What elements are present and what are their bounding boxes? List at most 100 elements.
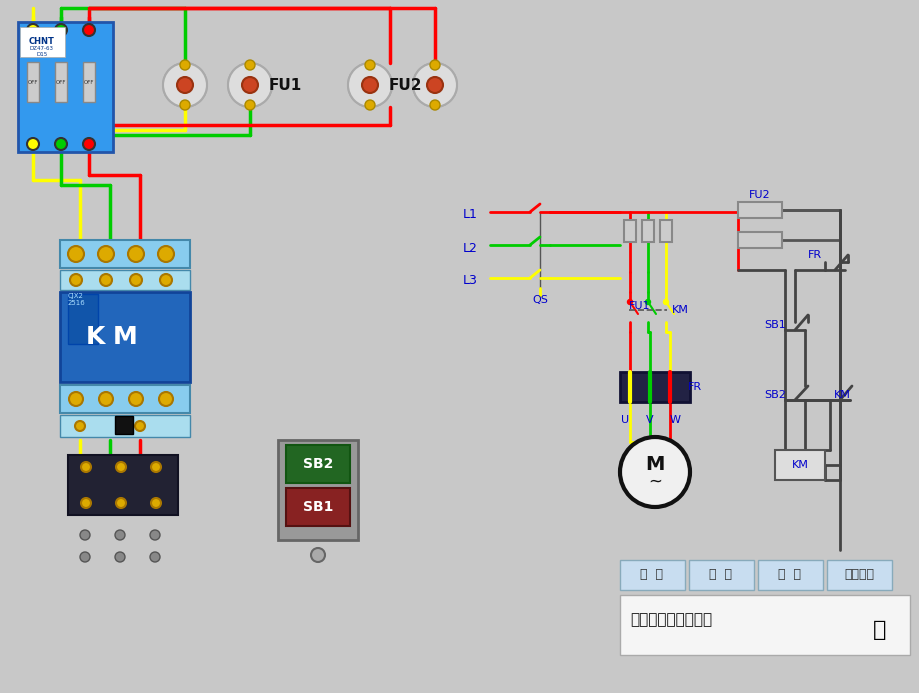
Circle shape: [158, 246, 174, 262]
Circle shape: [413, 63, 457, 107]
Circle shape: [80, 530, 90, 540]
Circle shape: [150, 552, 160, 562]
Text: KM: KM: [671, 305, 687, 315]
Circle shape: [98, 246, 114, 262]
Bar: [737, 202, 781, 218]
Circle shape: [100, 274, 112, 286]
Bar: [60, 270, 190, 290]
Text: KM: KM: [833, 390, 849, 400]
Circle shape: [27, 24, 39, 36]
Text: 👍: 👍: [872, 620, 886, 640]
Text: 打  开: 打 开: [640, 568, 663, 581]
Bar: [623, 220, 635, 242]
Circle shape: [135, 421, 145, 431]
Text: SB1: SB1: [764, 320, 785, 330]
Circle shape: [426, 77, 443, 93]
Circle shape: [55, 138, 67, 150]
Bar: [83, 62, 95, 102]
Text: L3: L3: [462, 274, 478, 288]
Text: OFF: OFF: [28, 80, 39, 85]
Circle shape: [340, 488, 347, 496]
Circle shape: [176, 77, 193, 93]
Circle shape: [27, 138, 39, 150]
Bar: [55, 62, 67, 102]
Circle shape: [340, 513, 347, 521]
Circle shape: [159, 392, 173, 406]
Circle shape: [347, 63, 391, 107]
Circle shape: [83, 24, 95, 36]
Bar: [619, 372, 689, 402]
Text: 保  存: 保 存: [709, 568, 732, 581]
Circle shape: [83, 138, 95, 150]
Bar: [115, 416, 133, 434]
Text: QS: QS: [531, 295, 548, 305]
Text: FR: FR: [687, 382, 701, 392]
Text: D15: D15: [37, 51, 48, 57]
Text: SB2: SB2: [302, 457, 333, 471]
Circle shape: [116, 498, 126, 508]
Bar: [278, 440, 357, 540]
Circle shape: [75, 421, 85, 431]
Circle shape: [340, 471, 347, 479]
Circle shape: [68, 246, 84, 262]
Circle shape: [242, 77, 257, 93]
Text: W: W: [669, 415, 680, 425]
Text: KM: KM: [790, 460, 808, 470]
Circle shape: [151, 462, 161, 472]
Text: ~: ~: [647, 473, 662, 491]
Text: FU2: FU2: [748, 190, 770, 200]
Circle shape: [244, 100, 255, 110]
Bar: [688, 560, 754, 590]
Circle shape: [70, 274, 82, 286]
Text: SB2: SB2: [764, 390, 785, 400]
Bar: [18, 22, 113, 152]
Circle shape: [163, 63, 207, 107]
Circle shape: [180, 100, 190, 110]
Text: SB1: SB1: [302, 500, 333, 514]
Text: FU1: FU1: [629, 301, 650, 311]
Circle shape: [426, 77, 443, 93]
Circle shape: [413, 63, 457, 107]
Circle shape: [361, 77, 378, 93]
Bar: [60, 415, 190, 437]
Bar: [659, 220, 671, 242]
Bar: [641, 220, 653, 242]
Text: 接线正确，请继续。: 接线正确，请继续。: [630, 613, 711, 627]
Circle shape: [365, 100, 375, 110]
Circle shape: [663, 299, 668, 304]
Bar: [68, 455, 177, 515]
Text: V: V: [645, 415, 653, 425]
Bar: [826, 560, 891, 590]
Bar: [757, 560, 823, 590]
Circle shape: [645, 299, 650, 304]
Circle shape: [115, 530, 125, 540]
Text: M: M: [644, 455, 664, 473]
Bar: [619, 595, 909, 655]
Circle shape: [115, 552, 125, 562]
Text: U: U: [620, 415, 629, 425]
Circle shape: [160, 274, 172, 286]
Circle shape: [129, 392, 142, 406]
Circle shape: [288, 471, 296, 479]
Text: K: K: [85, 325, 105, 349]
Circle shape: [151, 498, 161, 508]
Circle shape: [429, 100, 439, 110]
Circle shape: [80, 552, 90, 562]
Circle shape: [150, 530, 160, 540]
Circle shape: [81, 498, 91, 508]
Circle shape: [69, 392, 83, 406]
Bar: [60, 240, 190, 268]
Bar: [20, 27, 65, 57]
Circle shape: [244, 60, 255, 70]
Circle shape: [311, 548, 324, 562]
Circle shape: [347, 63, 391, 107]
Circle shape: [228, 63, 272, 107]
Text: L1: L1: [462, 209, 478, 222]
Circle shape: [288, 513, 296, 521]
Bar: [774, 450, 824, 480]
Text: DZ47-63: DZ47-63: [30, 46, 54, 51]
Text: 2516: 2516: [68, 300, 85, 306]
Bar: [60, 292, 190, 382]
Bar: [737, 232, 781, 248]
Bar: [286, 445, 349, 483]
